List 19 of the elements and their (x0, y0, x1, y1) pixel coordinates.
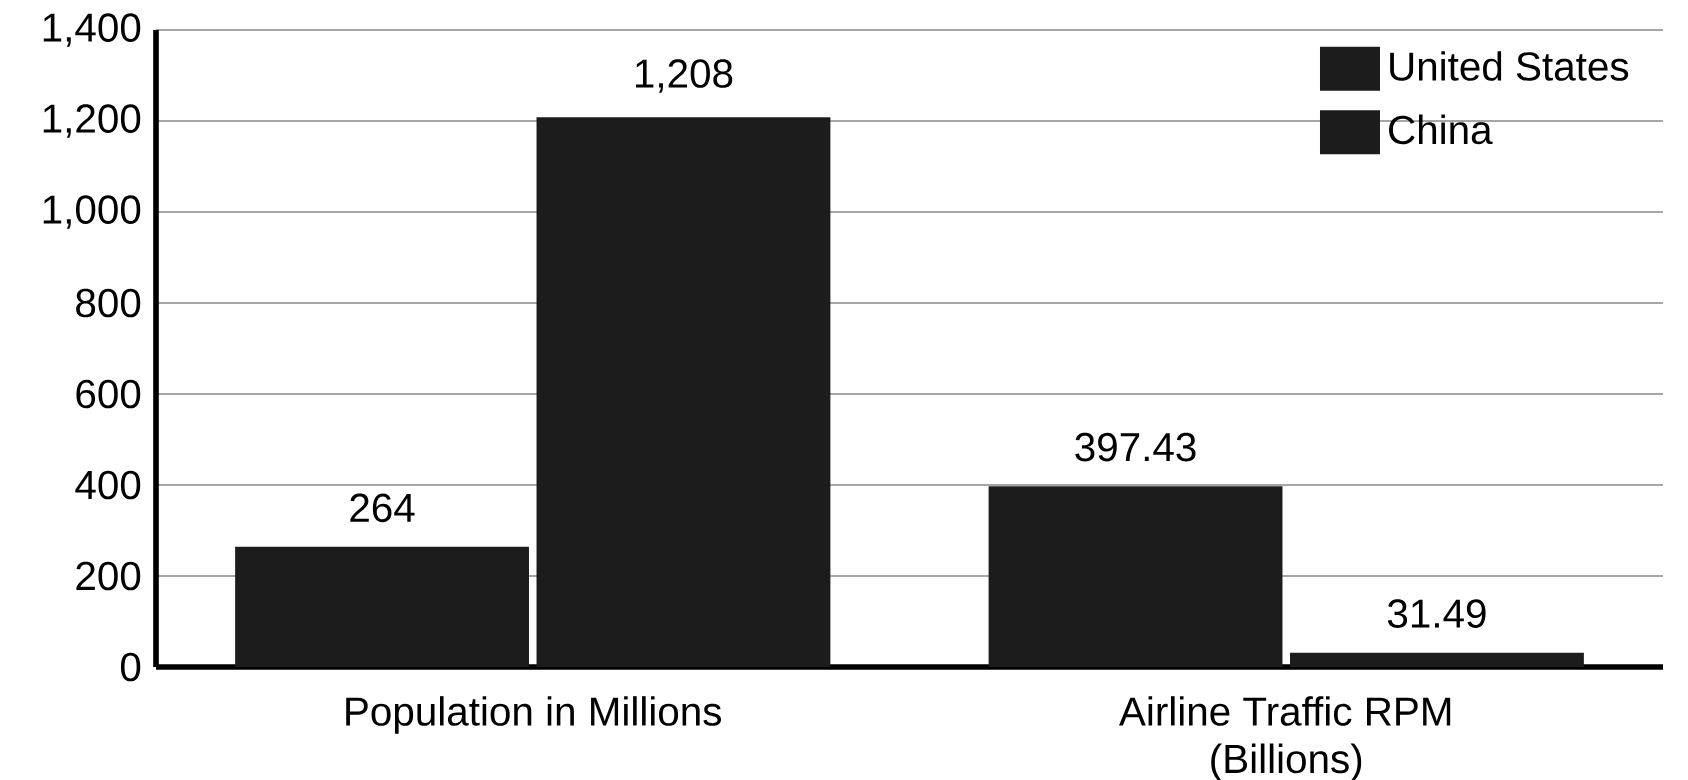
legend-label: United States (1390, 51, 1629, 81)
y-tick-label: 0 (120, 652, 141, 682)
bar (988, 486, 1283, 667)
data-label: 1,208 (635, 59, 733, 93)
y-tick-label: 1,200 (43, 104, 141, 138)
data-label: 31.49 (1387, 599, 1486, 628)
bar (1290, 652, 1584, 667)
y-tick-label: 400 (75, 470, 141, 500)
legend-label: China (1389, 114, 1493, 145)
y-tick-label: 600 (76, 379, 141, 409)
y-tick-label: 200 (76, 561, 141, 591)
y-tick-label: 800 (76, 288, 141, 318)
bar (536, 117, 831, 667)
data-label: 264 (350, 493, 415, 523)
y-tick-label: 1,400 (43, 13, 141, 47)
y-tick-label: 1,000 (43, 195, 141, 229)
bar (235, 546, 529, 667)
data-label: 397.43 (1075, 432, 1196, 462)
x-tick-label: Population in Millions (346, 696, 721, 734)
